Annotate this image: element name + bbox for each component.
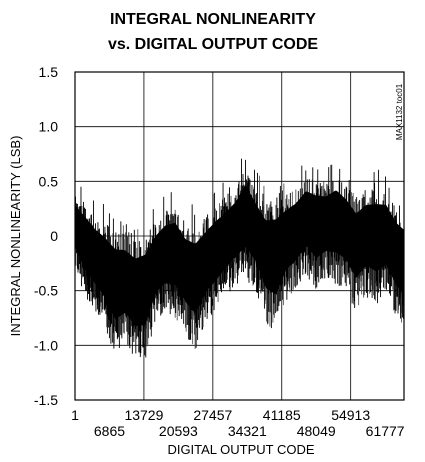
y-tick-label: -1.5 (34, 392, 58, 408)
x-tick-label-lower: 48049 (297, 423, 336, 439)
x-tick-label-upper: 27457 (193, 407, 232, 423)
x-tick-label-upper: 41185 (263, 407, 301, 423)
x-tick-label-upper: 54913 (331, 407, 370, 423)
y-tick-label: 0 (50, 228, 58, 244)
inl-trace (74, 158, 405, 358)
x-axis-label: DIGITAL OUTPUT CODE (167, 442, 314, 457)
y-tick-labels: 1.5 1.0 0.5 0 -0.5 -1.0 -1.5 (34, 64, 58, 408)
chart-title-line-2: vs. DIGITAL OUTPUT CODE (108, 36, 318, 53)
x-tick-label-lower: 34321 (228, 423, 267, 439)
y-tick-label: 1.5 (39, 64, 59, 80)
plot-frame (74, 71, 405, 401)
x-tick-label-upper: 13729 (124, 407, 163, 423)
x-tick-label-lower: 6865 (94, 423, 125, 439)
chart-title-line-1: INTEGRAL NONLINEARITY (110, 11, 316, 28)
x-tick-label-upper: 1 (71, 407, 79, 423)
inl-dense-band (75, 185, 404, 327)
y-tick-label: -0.5 (34, 283, 58, 299)
y-axis-label: INTEGRAL NONLINEARITY (LSB) (8, 136, 23, 337)
x-tick-labels: 1 13729 27457 41185 54913 6865 20593 34321 48049… (71, 407, 405, 439)
y-tick-label: -1.0 (34, 337, 58, 353)
y-tick-label: 0.5 (39, 173, 59, 189)
x-tick-label-lower: 20593 (159, 423, 198, 439)
y-tick-label: 1.0 (39, 119, 59, 135)
x-tick-label-lower: 61777 (366, 423, 405, 439)
figure-id-note: MAX1132 toc01 (395, 83, 404, 140)
